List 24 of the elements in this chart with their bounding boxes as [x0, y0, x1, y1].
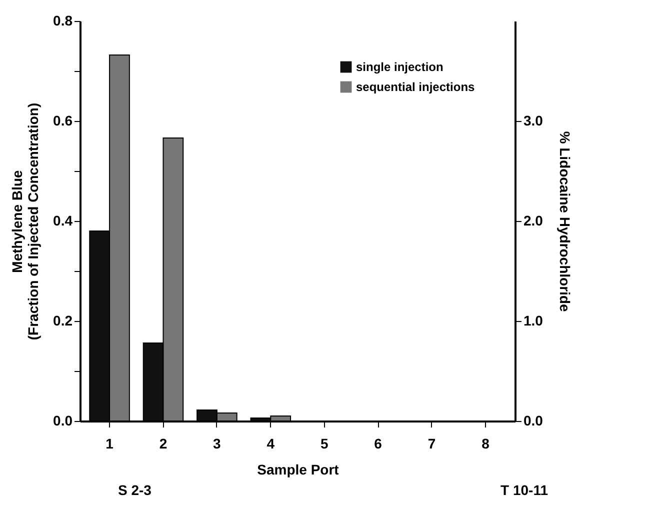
x-tick-label: 6: [374, 436, 382, 452]
x-tick-label: 4: [266, 436, 275, 452]
y2-tick-label: 2.0: [524, 212, 544, 228]
x-tick-label: 2: [159, 436, 168, 452]
legend-label: single injection: [356, 60, 444, 74]
legend-label: sequential injections: [356, 80, 476, 94]
y-tick-label: 0.4: [53, 212, 73, 228]
x-tick-label: 7: [428, 436, 436, 452]
text: T 10-11: [500, 482, 548, 498]
y2-tick-label: 0.0: [524, 412, 544, 428]
text: S 2-3: [118, 482, 152, 498]
y-tick-label: 0.0: [53, 412, 73, 428]
x-tick-label: 1: [106, 436, 114, 452]
x-tick-label: 3: [213, 436, 222, 452]
y-tick-label: 0.2: [53, 312, 73, 328]
y2-tick-label: 3.0: [524, 112, 544, 128]
y2-axis-title: % Lidocaine Hydrochloride: [556, 131, 573, 312]
y2-tick-label: 1.0: [524, 312, 544, 328]
x-tick-label: 5: [320, 436, 328, 452]
x-axis-title: Sample Port: [257, 462, 340, 478]
y-tick-label: 0.6: [53, 112, 73, 128]
y-tick-label: 0.8: [53, 12, 73, 28]
y-axis-title: Methylene Blue (Fraction of Injected Concentration): [9, 102, 42, 340]
x-tick-label: 8: [482, 436, 490, 452]
